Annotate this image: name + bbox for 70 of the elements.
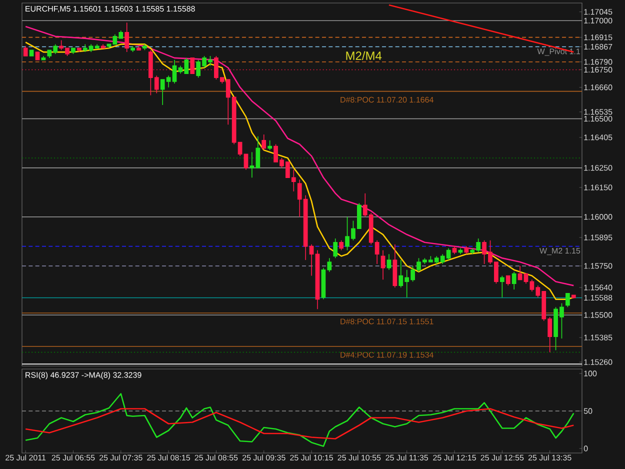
candlestick (130, 46, 135, 52)
y-tick-label: 1.16250 (584, 164, 612, 171)
y-tick-label: 1.15750 (584, 263, 612, 269)
x-tick-label: 25 Jul 10:55 (338, 454, 381, 460)
candlestick (268, 140, 272, 151)
y-tick-label: 1.15640 (584, 284, 612, 290)
candlestick (262, 134, 266, 151)
y-tick-label: 1.17045 (584, 9, 612, 15)
candlestick (500, 275, 504, 298)
x-tick-label: 25 Jul 12:15 (433, 454, 476, 460)
candlestick (71, 48, 76, 54)
candlestick (100, 44, 106, 49)
candlestick (172, 60, 177, 84)
y-tick-label: 1.15588 (584, 294, 612, 301)
candlestick (23, 46, 28, 56)
y-tick-label: 0 (584, 446, 588, 452)
x-tick-label: 25 Jul 08:55 (194, 454, 238, 460)
y-tick-label: 1.15385 (584, 334, 612, 340)
x-tick-label: 25 Jul 08:15 (147, 454, 190, 460)
x-tick-label: 25 Jul 12:55 (480, 454, 524, 460)
x-tick-label: 25 Jul 07:35 (99, 454, 142, 460)
chart-title: RSI(8) 46.9237 ->MA(8) 32.3239 (26, 372, 142, 380)
candlestick (339, 240, 344, 251)
x-tick-label: 25 Jul 10:15 (290, 454, 333, 460)
y-tick-label: 1.16790 (584, 59, 612, 65)
candlestick (506, 275, 510, 286)
candlestick (41, 56, 46, 60)
annotation: M2/M4 (346, 51, 382, 60)
ref-line-label: W_M2 1.15 (540, 248, 580, 256)
candlestick (386, 254, 392, 270)
ref-line-label: D#8:POC 11.07.15 1.1551 (340, 318, 434, 324)
x-tick-label: 25 Jul 13:35 (528, 454, 572, 460)
y-tick-label: 1.16150 (584, 184, 612, 190)
candlestick (333, 238, 338, 258)
y-tick-label: 50 (584, 408, 592, 414)
y-tick-label: 1.15260 (584, 359, 612, 365)
y-tick-label: 1.16750 (584, 66, 612, 73)
candlestick (458, 248, 463, 255)
candlestick (380, 250, 386, 280)
candlestick (392, 244, 398, 288)
candlestick (136, 46, 141, 50)
candlestick (124, 22, 130, 52)
candlestick (566, 293, 570, 308)
x-tick-label: 25 Jul 06:55 (52, 454, 95, 460)
ref-line-label: D#4:POC 11.07.19 1.1534 (340, 352, 434, 358)
candlestick (77, 48, 82, 52)
y-tick-label: 1.16660 (584, 84, 612, 90)
candlestick (29, 50, 34, 56)
y-tick-label: 1.16535 (584, 109, 612, 115)
candlestick (190, 58, 195, 74)
y-tick-label: 1.15895 (584, 234, 612, 240)
x-tick-label: 25 Jul 11:35 (386, 454, 428, 460)
candlestick (512, 271, 516, 290)
x-tick-label: 25 Jul 09:35 (242, 454, 286, 460)
line-series (24, 408, 574, 440)
candlestick (464, 246, 469, 255)
y-tick-label: 100 (584, 370, 597, 376)
y-tick-label: 1.16405 (584, 134, 612, 140)
ref-line-label: D#8:POC 11.07.20 1.1664 (340, 96, 434, 103)
y-tick-label: 1.16500 (584, 116, 612, 122)
candlestick (452, 246, 457, 255)
chart-title: EURCHF,M5 1.15601 1.15603 1.15585 1.15588 (26, 6, 195, 13)
x-tick-label: 25 Jul 2011 (6, 454, 46, 460)
y-tick-label: 1.16000 (584, 214, 612, 220)
y-tick-label: 1.15500 (584, 312, 612, 318)
y-tick-label: 1.16915 (584, 34, 612, 40)
candlestick (518, 266, 522, 280)
y-tick-label: 1.17000 (584, 18, 612, 24)
candlestick (142, 44, 147, 50)
y-tick-label: 1.16867 (584, 44, 612, 50)
